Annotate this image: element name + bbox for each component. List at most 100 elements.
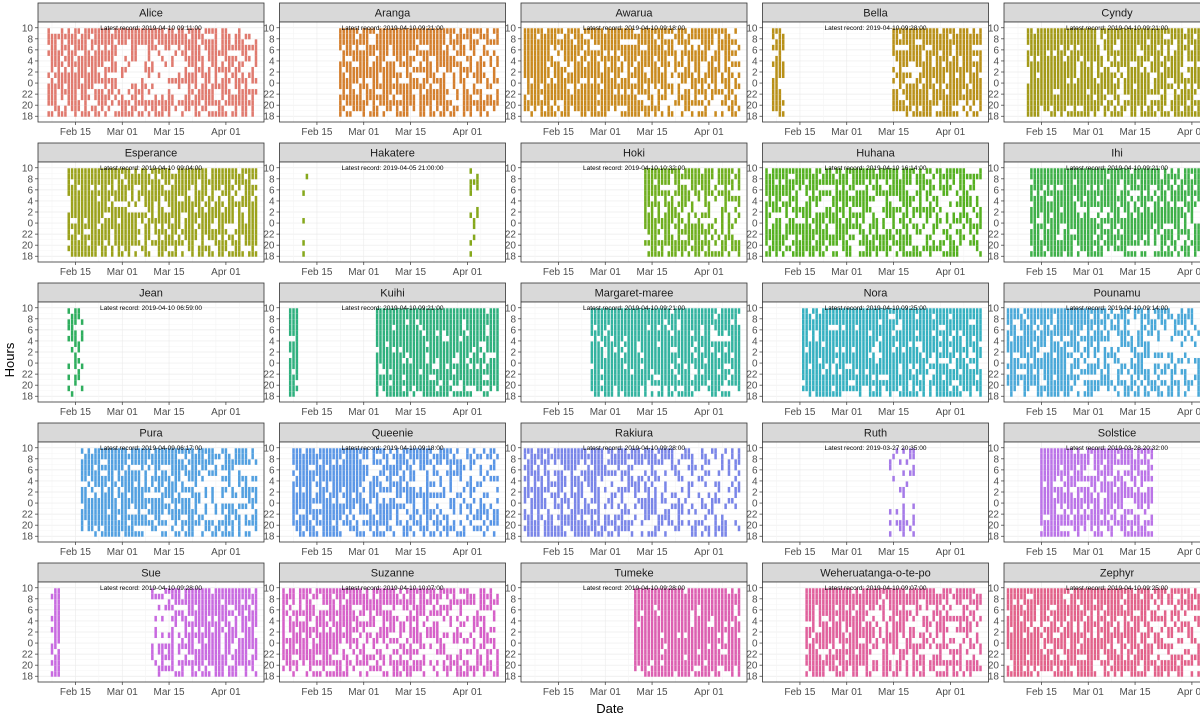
- activity-tile: [684, 240, 687, 246]
- activity-tile: [154, 218, 157, 224]
- activity-tile: [885, 168, 889, 174]
- activity-tile: [1120, 111, 1123, 117]
- activity-tile: [872, 218, 875, 224]
- y-tick-label: 20: [22, 101, 34, 112]
- activity-tile: [955, 66, 959, 73]
- activity-tile: [858, 168, 862, 174]
- activity-tile: [808, 223, 812, 230]
- activity-tile: [1083, 44, 1087, 51]
- activity-tile: [553, 66, 557, 73]
- activity-tile: [120, 229, 124, 235]
- activity-tile: [241, 44, 244, 51]
- activity-tile: [120, 212, 124, 219]
- activity-tile: [187, 83, 191, 90]
- activity-tile: [77, 251, 81, 257]
- activity-tile: [593, 72, 597, 79]
- activity-tile: [737, 245, 741, 252]
- activity-tile: [955, 78, 959, 84]
- activity-tile: [90, 168, 94, 174]
- activity-tile: [227, 66, 231, 73]
- activity-tile: [583, 89, 587, 95]
- activity-tile: [607, 44, 610, 51]
- activity-tile: [902, 33, 905, 40]
- activity-tile: [221, 190, 224, 196]
- activity-tile: [1140, 89, 1144, 95]
- activity-tile: [1193, 39, 1197, 45]
- activity-tile: [352, 50, 355, 56]
- activity-tile: [1177, 94, 1180, 101]
- activity-tile: [74, 229, 77, 235]
- activity-tile: [1080, 100, 1083, 106]
- activity-tile: [1090, 28, 1093, 34]
- activity-tile: [537, 55, 540, 62]
- activity-tile: [224, 111, 228, 117]
- activity-tile: [224, 218, 228, 224]
- activity-tile: [667, 179, 671, 185]
- activity-tile: [194, 83, 198, 90]
- activity-tile: [832, 201, 835, 207]
- activity-tile: [697, 78, 701, 84]
- activity-tile: [929, 83, 932, 90]
- activity-tile: [778, 89, 782, 95]
- activity-tile: [80, 240, 84, 246]
- activity-tile: [905, 105, 909, 112]
- activity-tile: [590, 111, 594, 117]
- activity-tile: [945, 83, 949, 90]
- activity-tile: [945, 66, 949, 73]
- activity-tile: [1177, 105, 1180, 112]
- activity-tile: [905, 94, 909, 101]
- activity-tile: [802, 229, 805, 235]
- activity-tile: [791, 195, 795, 202]
- activity-tile: [345, 94, 349, 101]
- activity-tile: [737, 201, 741, 207]
- activity-tile: [852, 223, 855, 230]
- activity-tile: [405, 33, 409, 40]
- activity-tile: [580, 66, 584, 73]
- activity-tile: [768, 190, 772, 196]
- activity-tile: [640, 39, 644, 45]
- activity-tile: [167, 100, 171, 106]
- activity-tile: [1113, 55, 1117, 62]
- activity-tile: [244, 105, 248, 112]
- activity-tile: [231, 111, 234, 117]
- activity-tile: [147, 111, 151, 117]
- activity-tile: [241, 223, 244, 230]
- activity-tile: [389, 72, 392, 79]
- activity-tile: [1170, 61, 1174, 67]
- activity-tile: [456, 89, 459, 95]
- activity-tile: [167, 218, 171, 224]
- activity-tile: [227, 168, 231, 174]
- activity-tile: [573, 33, 577, 40]
- activity-tile: [778, 229, 782, 235]
- y-axis-title: Hours: [2, 342, 17, 377]
- activity-tile: [721, 223, 724, 230]
- activity-tile: [211, 206, 214, 213]
- activity-tile: [77, 44, 81, 51]
- activity-tile: [848, 184, 852, 191]
- activity-tile: [161, 39, 164, 45]
- y-tick-label: 22: [22, 90, 34, 101]
- activity-tile: [1070, 111, 1073, 117]
- activity-tile: [570, 50, 574, 56]
- activity-tile: [84, 55, 87, 62]
- activity-tile: [147, 50, 151, 56]
- activity-tile: [47, 111, 50, 117]
- activity-tile: [214, 179, 218, 185]
- activity-tile: [955, 111, 959, 117]
- activity-tile: [925, 83, 929, 90]
- activity-tile: [898, 39, 902, 45]
- activity-tile: [690, 50, 694, 56]
- activity-tile: [248, 100, 251, 106]
- activity-tile: [537, 100, 540, 106]
- activity-tile: [775, 89, 778, 95]
- activity-tile: [365, 100, 369, 106]
- activity-tile: [110, 223, 114, 230]
- activity-tile: [1090, 44, 1093, 51]
- activity-tile: [700, 89, 704, 95]
- activity-tile: [590, 33, 594, 40]
- activity-tile: [818, 168, 822, 174]
- activity-tile: [885, 212, 889, 219]
- activity-tile: [204, 89, 208, 95]
- activity-tile: [84, 61, 87, 67]
